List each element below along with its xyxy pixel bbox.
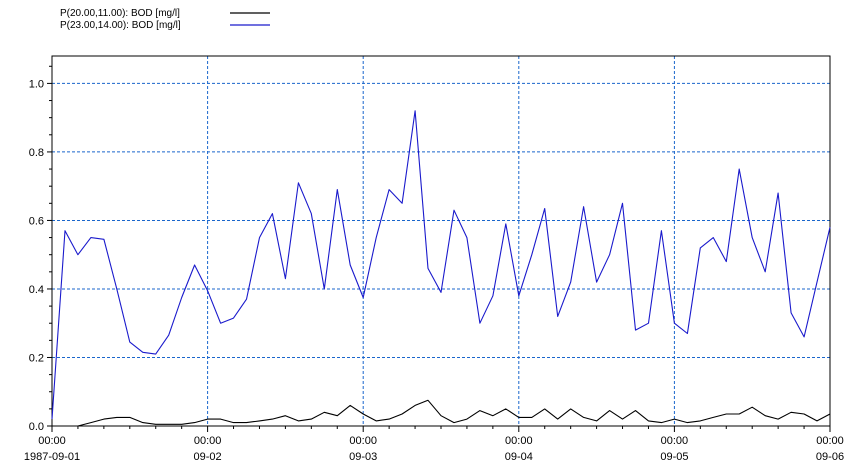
y-tick-label: 0.0 [29,421,44,433]
legend-entry-label: P(20.00,11.00): BOD [mg/l] [60,8,180,19]
y-tick-label: 0.4 [29,284,44,296]
plot-area-frame [51,55,831,427]
y-axis: 0.0 0.2 0.4 0.6 0.8 1.0 [29,65,52,433]
legend: P(20.00,11.00): BOD [mg/l]P(23.00,14.00)… [60,8,270,31]
x-tick-time-label: 00:00 [505,435,533,447]
x-tick-time-label: 00:00 [194,435,222,447]
x-tick-time-label: 00:00 [38,435,66,447]
series-line-1 [52,399,831,427]
y-tick-label: 1.0 [29,78,44,90]
legend-entry-label: P(23.00,14.00): BOD [mg/l] [60,20,181,31]
y-tick-label: 0.8 [29,147,44,159]
x-axis: 00:00 1987-09-01 00:00 09-02 00:00 09-03 00:00… [24,426,844,463]
y-tick-label: 0.6 [29,215,44,227]
x-tick-date-label: 1987-09-01 [24,451,80,463]
series-layer [51,110,831,427]
x-tick-date-label: 09-05 [660,451,688,463]
x-tick-time-label: 00:00 [816,435,844,447]
x-tick-date-label: 09-03 [349,451,377,463]
x-tick-date-label: 09-04 [505,451,533,463]
x-tick-time-label: 00:00 [661,435,689,447]
series-line-2 [51,110,831,420]
x-tick-date-label: 09-02 [194,451,222,463]
grid-lines [52,56,830,426]
x-tick-date-label: 09-06 [816,451,844,463]
x-tick-time-label: 00:00 [349,435,377,447]
y-tick-label: 0.2 [29,352,44,364]
